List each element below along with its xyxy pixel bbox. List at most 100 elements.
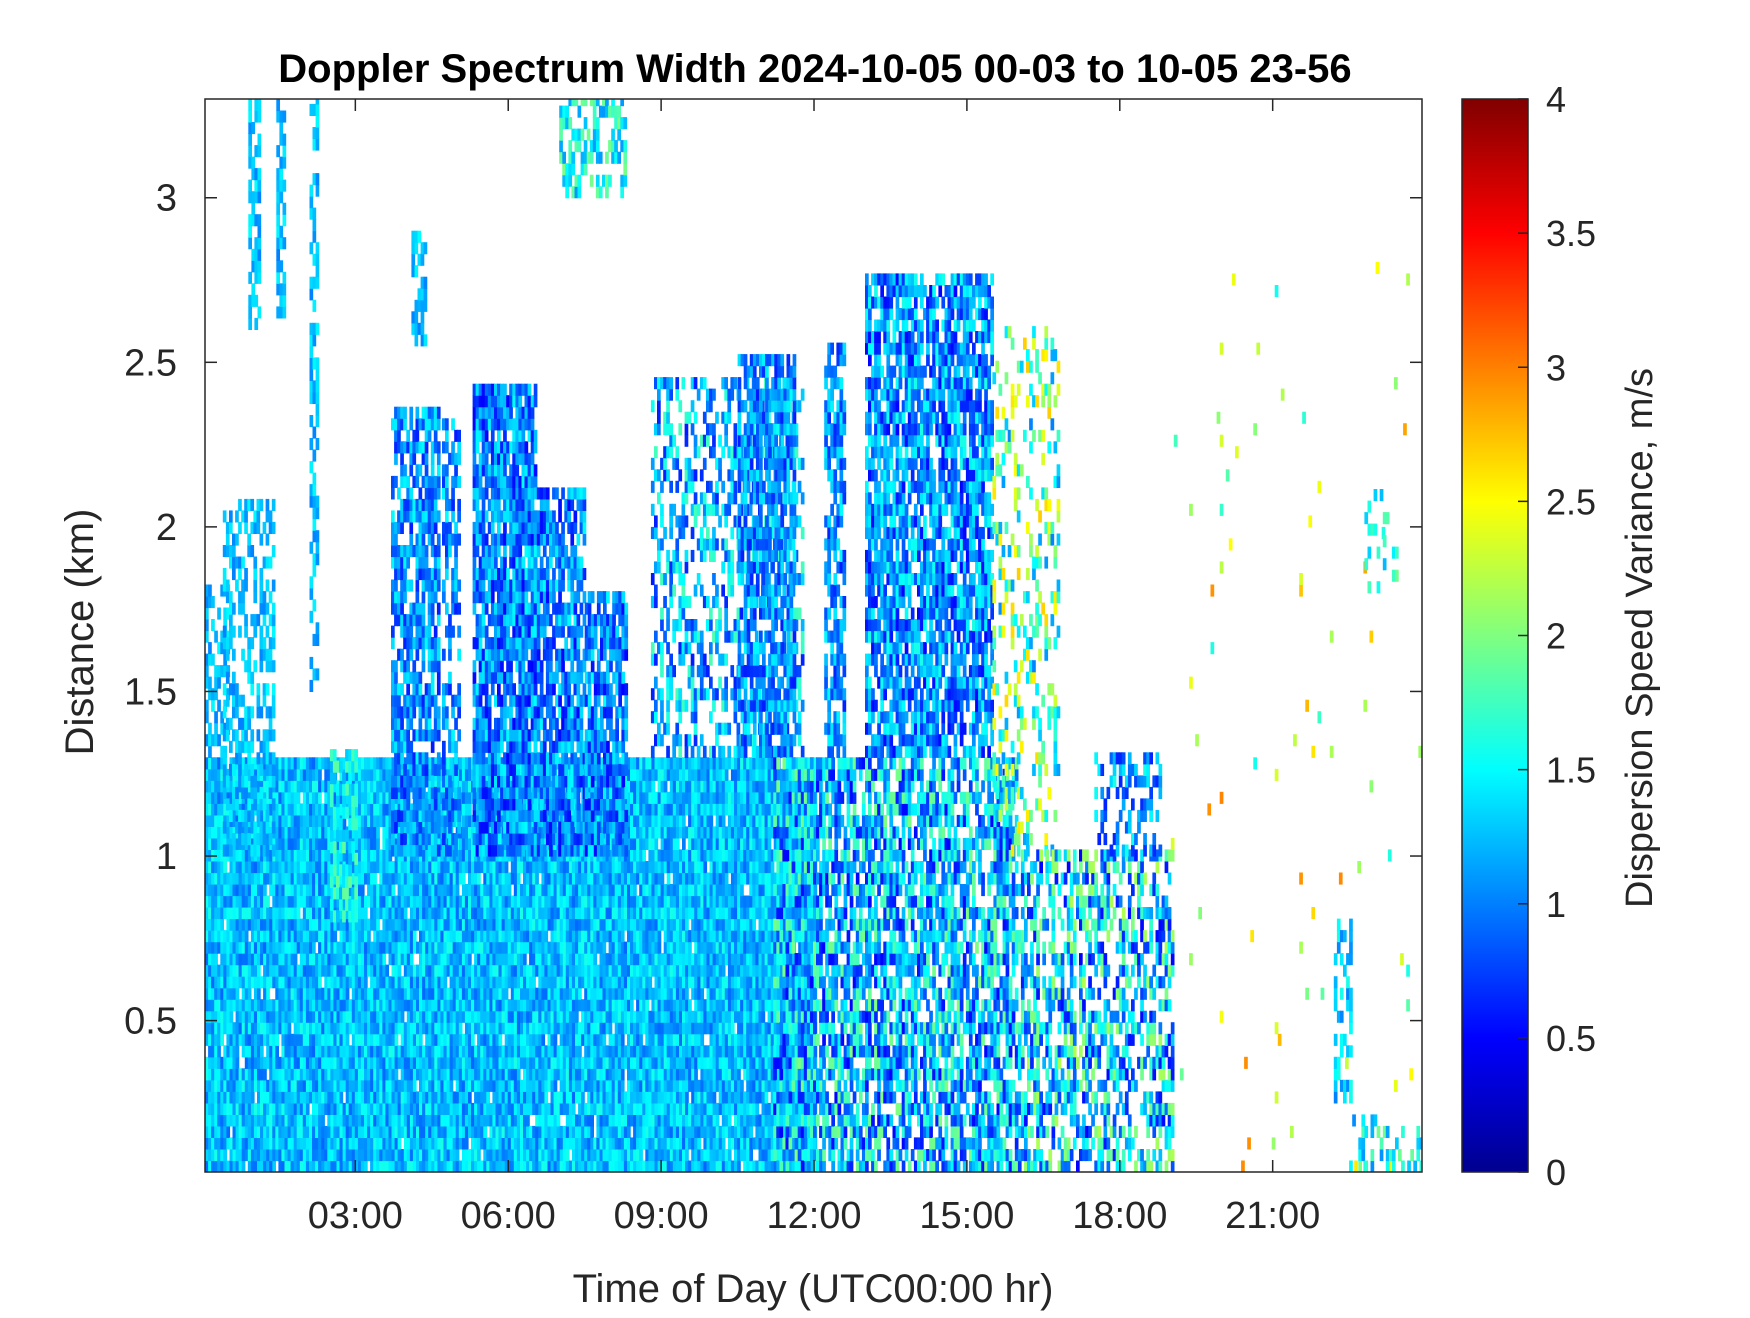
heatmap-cell (455, 1079, 460, 1092)
heatmap-cell (623, 941, 628, 954)
heatmap-cell (568, 987, 573, 1000)
heatmap-cell (391, 941, 396, 954)
heatmap-cell (302, 1010, 307, 1023)
heatmap-cell (229, 918, 234, 931)
heatmap-cell (364, 1033, 368, 1046)
heatmap-cell (370, 1114, 374, 1127)
heatmap-cell (623, 1114, 628, 1127)
heatmap-cell (330, 1102, 335, 1115)
heatmap-cell (513, 953, 518, 966)
heatmap-cell (578, 1068, 582, 1081)
heatmap-cell (513, 1102, 518, 1115)
heatmap-cell (382, 999, 387, 1012)
heatmap-cell (461, 987, 466, 1000)
heatmap-cell (373, 953, 377, 966)
heatmap-cell (627, 907, 631, 920)
heatmap-cell (241, 768, 246, 781)
heatmap-cell (510, 1149, 515, 1162)
heatmap-cell (562, 1102, 567, 1115)
heatmap-cell (226, 872, 231, 885)
heatmap-cell (406, 1033, 411, 1046)
heatmap-cell (513, 1160, 518, 1172)
heatmap-cell (458, 780, 463, 793)
heatmap-cell (364, 1079, 368, 1092)
heatmap-cell (257, 918, 261, 931)
heatmap-cell (446, 964, 451, 977)
heatmap-cell (226, 1068, 231, 1081)
heatmap-cell (269, 1091, 273, 1104)
heatmap-cell (468, 1114, 472, 1127)
heatmap-cell (593, 1091, 597, 1104)
heatmap-cell (376, 1160, 380, 1172)
heatmap-cell (351, 907, 356, 920)
heatmap-cell (406, 837, 411, 850)
heatmap-cell (504, 941, 509, 954)
heatmap-cell (468, 872, 472, 885)
heatmap-cell (513, 1125, 518, 1138)
heatmap-cell (416, 1114, 420, 1127)
heatmap-cell (238, 907, 243, 920)
heatmap-cell (440, 1102, 445, 1115)
heatmap-cell (590, 1079, 594, 1092)
heatmap-cell (623, 803, 628, 816)
heatmap-cell (373, 1114, 377, 1127)
heatmap-cell (486, 976, 490, 989)
heatmap-cell (516, 1022, 521, 1035)
heatmap-cell (608, 999, 613, 1012)
heatmap-cell (556, 884, 561, 897)
heatmap-cell (507, 1022, 512, 1035)
heatmap-cell (211, 1033, 215, 1046)
heatmap-cell (315, 849, 319, 862)
heatmap-cell (394, 964, 399, 977)
heatmap-cell (388, 1068, 393, 1081)
heatmap-cell (630, 918, 634, 931)
heatmap-cell (238, 791, 243, 804)
heatmap-cell (602, 837, 607, 850)
heatmap-cell (602, 872, 607, 885)
heatmap-cell (309, 1160, 313, 1172)
heatmap-cell (324, 1091, 328, 1104)
heatmap-cell (474, 1149, 478, 1162)
heatmap-cell (364, 941, 368, 954)
heatmap-cell (284, 1149, 289, 1162)
heatmap-cell (443, 1102, 448, 1115)
heatmap-cell (257, 1091, 261, 1104)
heatmap-cell (397, 791, 402, 804)
heatmap-cell (305, 930, 310, 943)
heatmap-cell (299, 849, 304, 862)
heatmap-cell (339, 1160, 344, 1172)
heatmap-cell (339, 1056, 344, 1069)
heatmap-cell (584, 953, 588, 966)
heatmap-cell (403, 1125, 408, 1138)
heatmap-cell (354, 803, 359, 816)
heatmap-cell (385, 1125, 390, 1138)
heatmap-cell (532, 941, 536, 954)
heatmap-cell (315, 780, 319, 793)
heatmap-cell (599, 941, 604, 954)
heatmap-cell (416, 964, 420, 977)
heatmap-cell (379, 861, 383, 874)
heatmap-cell (287, 1114, 292, 1127)
heatmap-cell (419, 918, 423, 931)
heatmap-cell (520, 1160, 524, 1172)
heatmap-cell (321, 999, 325, 1012)
heatmap-cell (235, 1079, 240, 1092)
heatmap-cell (357, 1149, 362, 1162)
heatmap-cell (538, 953, 542, 966)
heatmap-cell (575, 964, 579, 977)
heatmap-cell (409, 1114, 414, 1127)
heatmap-cell (464, 791, 469, 804)
heatmap-cell (504, 1137, 509, 1150)
heatmap-cell (477, 1056, 481, 1069)
heatmap-cell (220, 895, 224, 908)
heatmap-cell (428, 930, 432, 943)
heatmap-cell (627, 987, 631, 1000)
heatmap-cell (523, 930, 527, 943)
heatmap-cell (434, 1091, 438, 1104)
heatmap-cell (302, 780, 307, 793)
heatmap-cell (538, 1068, 542, 1081)
heatmap-cell (302, 791, 307, 804)
heatmap-cell (299, 941, 304, 954)
heatmap-cell (324, 826, 328, 839)
heatmap-cell (247, 780, 252, 793)
